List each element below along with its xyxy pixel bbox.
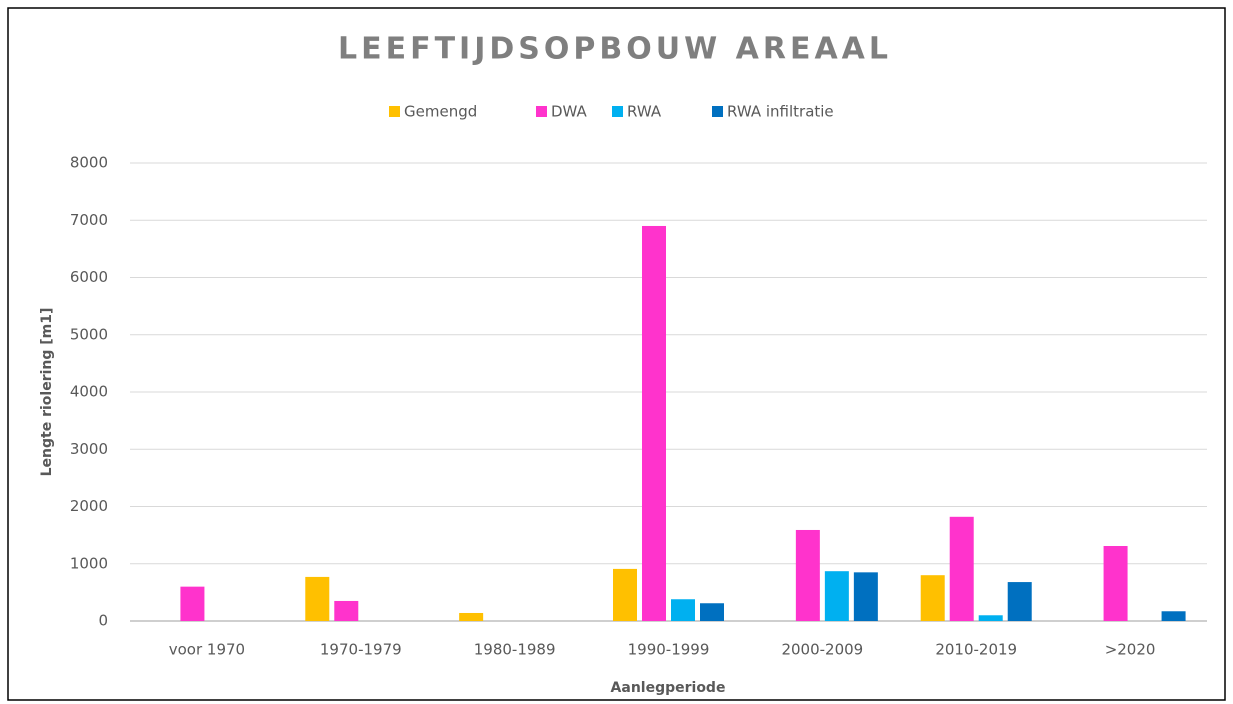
- y-tick-label: 7000: [70, 211, 108, 229]
- bar: [920, 575, 945, 621]
- bar: [824, 571, 849, 621]
- y-tick-label: 1000: [70, 554, 108, 572]
- bar: [978, 615, 1003, 621]
- y-tick-label: 4000: [70, 383, 108, 401]
- legend-label: RWA: [627, 103, 662, 121]
- legend-label: RWA infiltratie: [727, 103, 834, 121]
- y-tick-label: 6000: [70, 268, 108, 286]
- chart-title: LEEFTIJDSOPBOUW AREAAL: [338, 32, 892, 67]
- legend-swatch: [712, 106, 723, 117]
- bar: [613, 568, 637, 621]
- x-tick-label: >2020: [1105, 641, 1156, 659]
- legend-swatch: [536, 106, 547, 117]
- y-tick-label: 8000: [70, 154, 108, 172]
- legend-swatch: [389, 106, 400, 117]
- bar: [180, 586, 205, 621]
- bar: [642, 225, 666, 621]
- y-tick-label: 2000: [70, 497, 108, 515]
- bar: [1161, 611, 1186, 621]
- bar: [671, 599, 695, 621]
- x-tick-label: 2000-2009: [781, 641, 863, 659]
- bar: [700, 603, 724, 621]
- bar: [1103, 546, 1128, 621]
- bar: [305, 576, 330, 621]
- bar: [795, 529, 820, 621]
- bar: [1007, 582, 1032, 621]
- legend-label: DWA: [551, 103, 588, 121]
- bar: [334, 600, 359, 621]
- bar: [949, 516, 974, 621]
- bar: [853, 572, 878, 621]
- bar: [459, 612, 484, 621]
- x-tick-label: 1970-1979: [320, 641, 402, 659]
- x-tick-label: 1990-1999: [628, 641, 710, 659]
- y-tick-label: 5000: [70, 325, 108, 343]
- x-tick-label: 2010-2019: [935, 641, 1017, 659]
- x-axis-title: Aanlegperiode: [611, 680, 726, 696]
- legend-label: Gemengd: [404, 103, 477, 121]
- legend-swatch: [612, 106, 623, 117]
- y-tick-label: 3000: [70, 440, 108, 458]
- y-tick-label: 0: [98, 612, 108, 630]
- x-tick-label: voor 1970: [169, 641, 245, 659]
- x-tick-label: 1980-1989: [474, 641, 556, 659]
- y-axis-title: Lengte riolering [m1]: [39, 308, 55, 477]
